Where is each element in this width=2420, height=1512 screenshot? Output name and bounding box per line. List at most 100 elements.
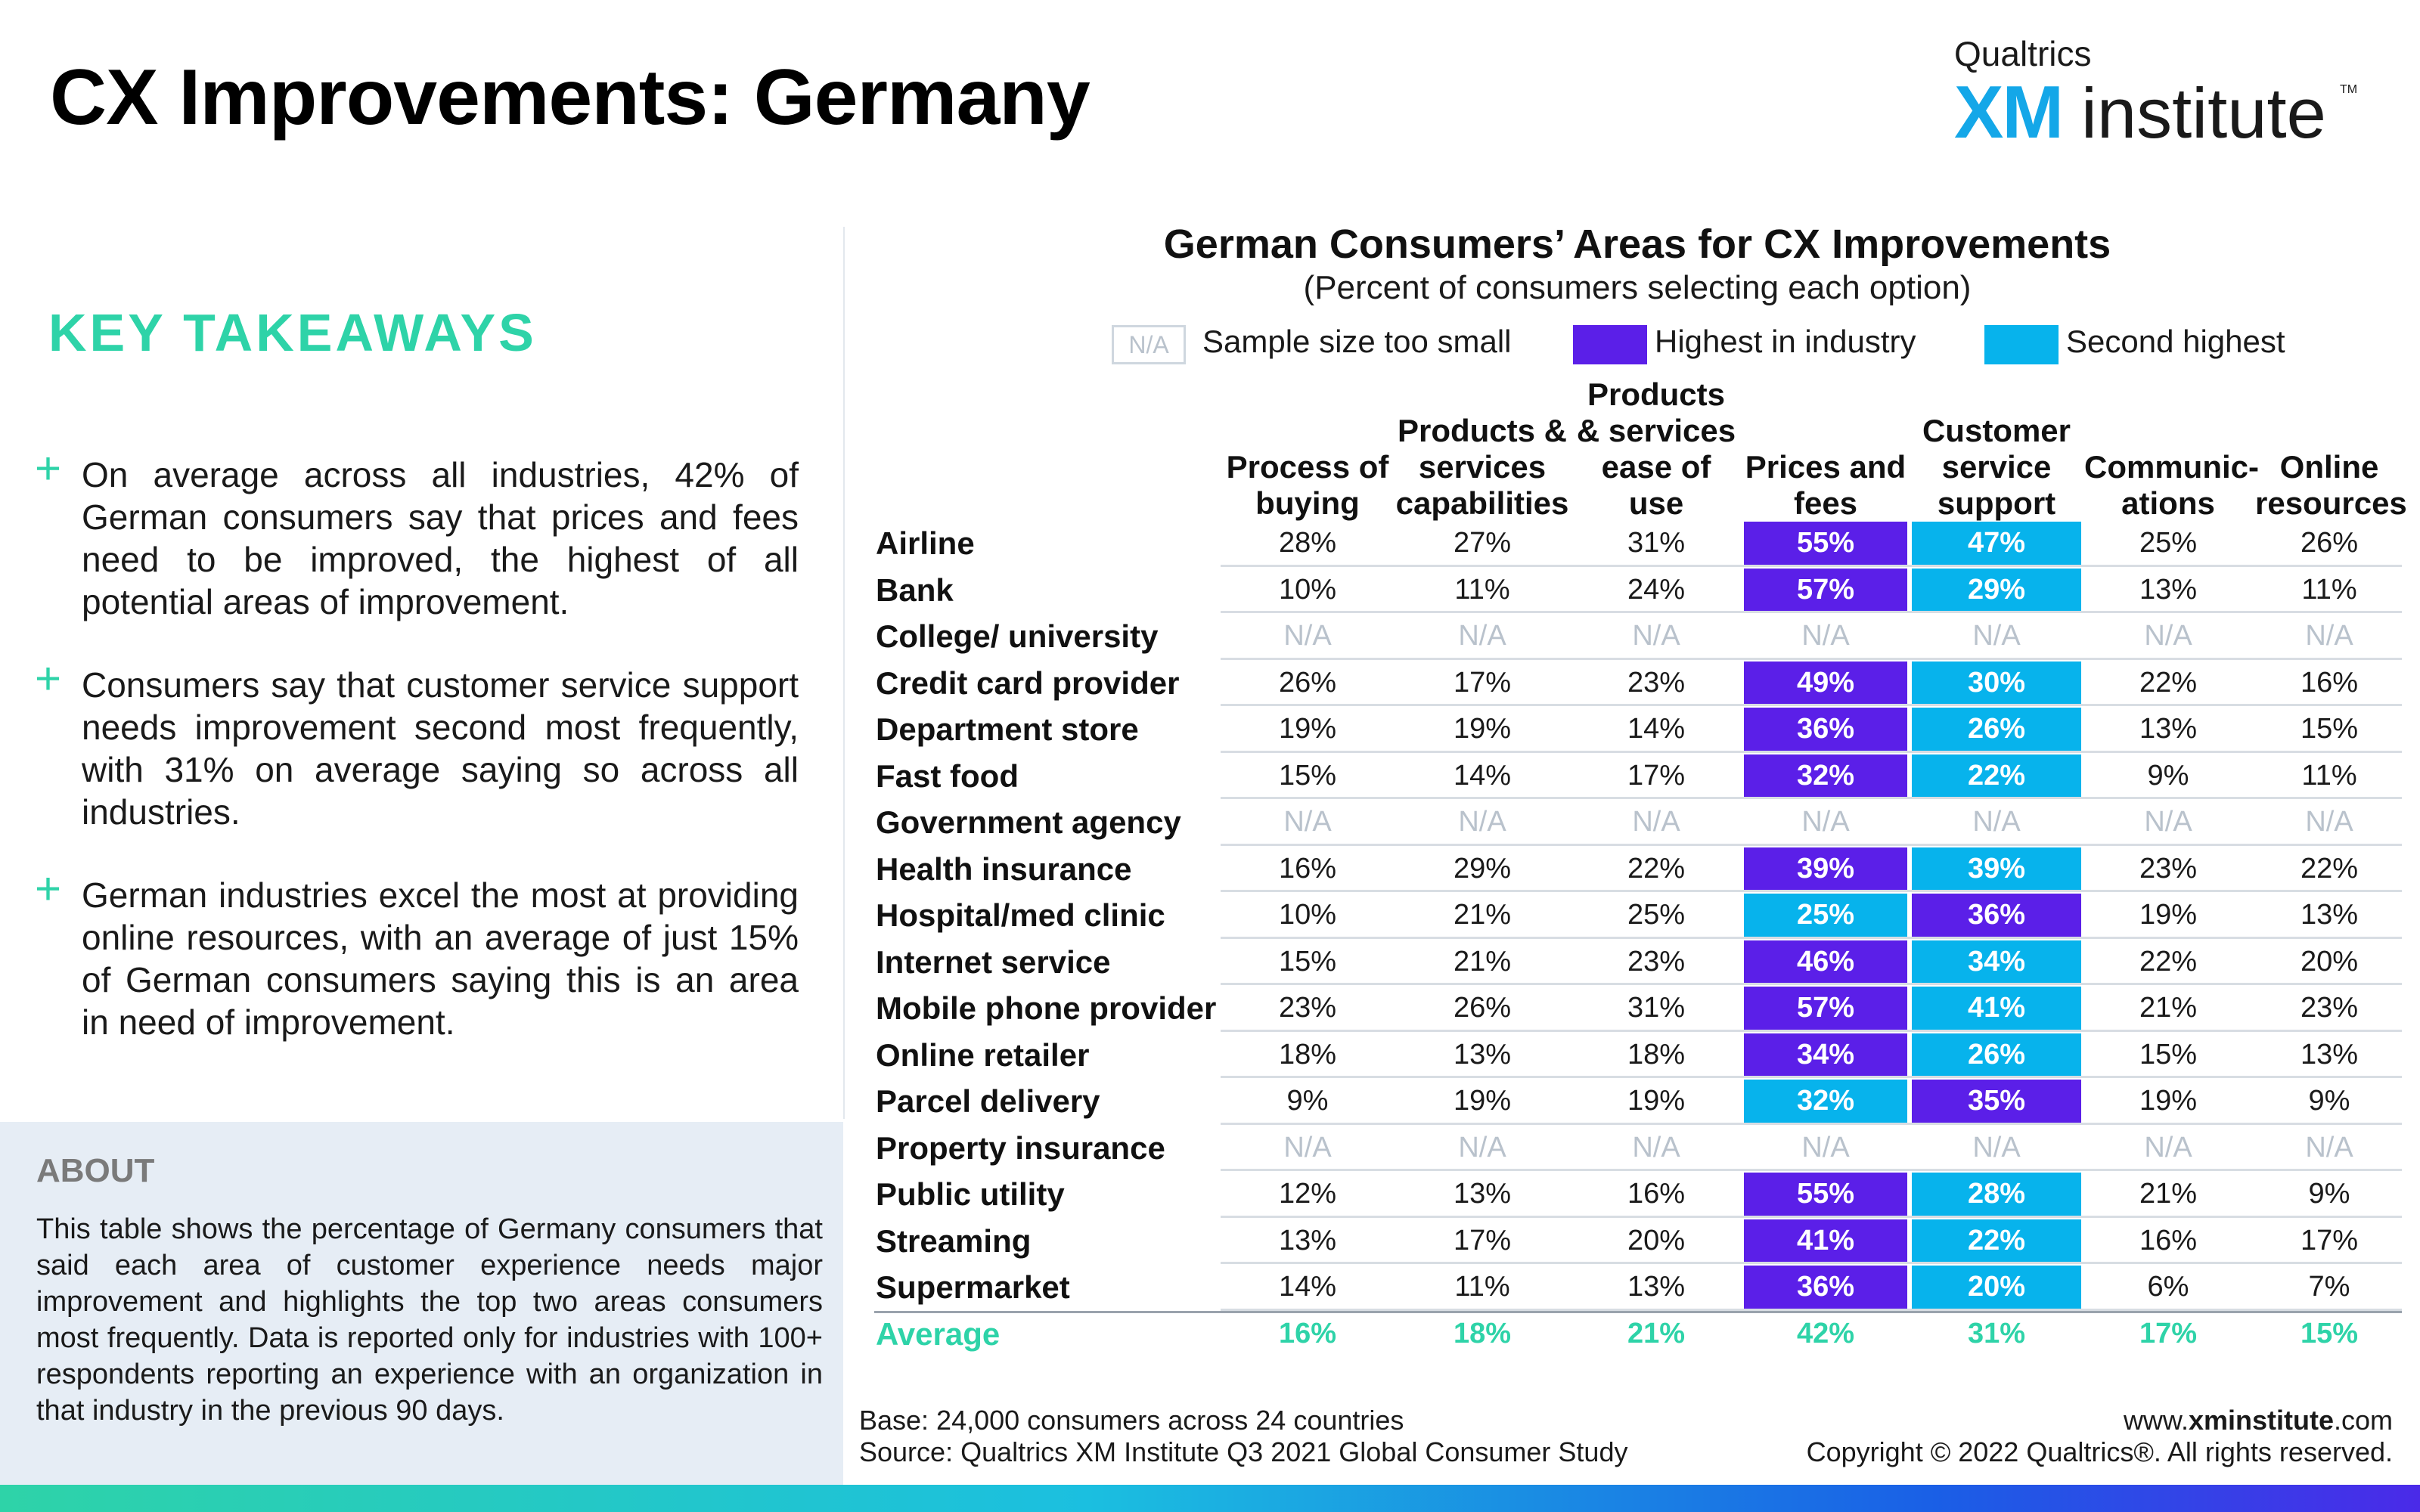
- table-cell: 19%: [1627, 1085, 1686, 1117]
- table-cell: 25%: [1627, 899, 1686, 931]
- average-divider: [874, 1310, 2402, 1313]
- row-label: College/ university: [876, 618, 1159, 654]
- row-divider: [1221, 750, 2402, 753]
- table-cell: 27%: [1453, 527, 1512, 559]
- row-divider: [1221, 983, 2402, 985]
- about-heading: ABOUT: [36, 1152, 155, 1189]
- table-cell: N/A: [2305, 1131, 2353, 1163]
- table-cell: 36%: [1744, 708, 1907, 751]
- table-cell: N/A: [2144, 806, 2192, 838]
- website-link[interactable]: www.xminstitute.com: [2123, 1405, 2393, 1436]
- row-divider: [1221, 1029, 2402, 1032]
- table-cell: 13%: [2300, 1038, 2359, 1070]
- table-cell: 28%: [1912, 1173, 2081, 1216]
- table-header: Process of buying Products & services cap…: [874, 370, 2407, 522]
- table-cell: 31%: [1627, 527, 1686, 559]
- table-cell: 7%: [2308, 1271, 2350, 1303]
- table-cell: 17%: [2300, 1224, 2359, 1256]
- table-row: Government agency N/A N/A N/A N/A N/A N/A N/A: [874, 799, 2402, 846]
- table-cell: 34%: [1744, 1033, 1907, 1077]
- about-text: This table shows the percentage of Germa…: [36, 1213, 823, 1427]
- row-label: Credit card provider: [876, 665, 1180, 701]
- table-cell: 14%: [1453, 759, 1512, 792]
- table-row: Supermarket 14% 11% 13% 36% 20% 6% 7%: [874, 1264, 2402, 1311]
- table-cell: 19%: [2139, 899, 2198, 931]
- table-row: Mobile phone provider 23% 26% 31% 57% 41% 21% 2…: [874, 985, 2402, 1032]
- key-takeaways-heading: KEY TAKEAWAYS: [48, 303, 537, 362]
- legend-na-label: Sample size too small: [1202, 324, 1512, 359]
- bottom-gradient-bar: [0, 1485, 2420, 1512]
- row-label: Online retailer: [876, 1036, 1090, 1073]
- table-cell: 36%: [1744, 1266, 1907, 1309]
- legend-na: N/A Sample size too small: [1112, 324, 1520, 364]
- table-cell: 30%: [1912, 661, 2081, 705]
- table-cell: 29%: [1912, 568, 2081, 612]
- takeaway-item: + On average across all industries, 42% …: [35, 446, 799, 623]
- table-cell: N/A: [1972, 1131, 2021, 1163]
- table-cell: 22%: [2139, 945, 2198, 978]
- row-label: Average: [876, 1315, 1001, 1352]
- table-cell: 35%: [1912, 1080, 2081, 1123]
- table-cell: 21%: [1453, 945, 1512, 978]
- column-header: Products & services capabilities: [1395, 413, 1569, 521]
- row-divider: [1221, 1122, 2402, 1125]
- table-cell: 14%: [1627, 713, 1686, 745]
- table-cell: N/A: [1632, 620, 1680, 652]
- footnote-credits: www.xminstitute.com Copyright © 2022 Qua…: [1807, 1405, 2393, 1468]
- about-panel: ABOUT This table shows the percentage of…: [0, 1122, 843, 1485]
- plus-icon: +: [35, 653, 62, 704]
- table-cell: 22%: [1912, 1219, 2081, 1263]
- table-cell: N/A: [1972, 806, 2021, 838]
- table-cell: 17%: [1627, 759, 1686, 792]
- table-cell: 42%: [1796, 1317, 1855, 1349]
- column-header: Prices and fees: [1745, 449, 1907, 521]
- table-cell: N/A: [1801, 620, 1850, 652]
- chart-title: German Consumers’ Areas for CX Improveme…: [1163, 222, 2111, 267]
- table-cell: 15%: [2300, 713, 2359, 745]
- table-cell: 18%: [1453, 1317, 1512, 1349]
- row-divider: [1221, 564, 2402, 567]
- row-label: Parcel delivery: [876, 1083, 1100, 1119]
- table-cell: 17%: [1453, 666, 1512, 699]
- table-cell: 26%: [1912, 708, 2081, 751]
- table-cell: 19%: [1453, 1085, 1512, 1117]
- logo-trademark: TM: [2340, 83, 2358, 96]
- row-label: Internet service: [876, 943, 1111, 980]
- row-label: Mobile phone provider: [876, 990, 1217, 1026]
- table-cell: N/A: [2144, 620, 2192, 652]
- table-cell: 23%: [2300, 992, 2359, 1024]
- table-cell: 15%: [2139, 1038, 2198, 1070]
- table-row: Bank 10% 11% 24% 57% 29% 13% 11%: [874, 567, 2402, 613]
- table-cell: 16%: [1627, 1178, 1686, 1210]
- column-header: Communic- ations: [2084, 449, 2259, 521]
- row-label: Health insurance: [876, 850, 1132, 887]
- column-header: Customer service support: [1922, 413, 2071, 521]
- row-divider: [1221, 936, 2402, 939]
- table-cell: 11%: [2301, 759, 2357, 792]
- row-divider: [1221, 1169, 2402, 1171]
- table-cell: 12%: [1278, 1178, 1337, 1210]
- table-cell: 9%: [1286, 1085, 1329, 1117]
- table-body: Airline 28% 27% 31% 55% 47% 25% 26% Bank 10% 11% 24…: [874, 520, 2402, 1357]
- table-cell: N/A: [1632, 1131, 1680, 1163]
- table-cell: 13%: [1453, 1178, 1512, 1210]
- table-cell: 16%: [2300, 666, 2359, 699]
- table-cell: 13%: [2300, 899, 2359, 931]
- table-cell: 16%: [1278, 852, 1337, 885]
- table-cell: N/A: [1458, 806, 1506, 838]
- column-header: Products & services ease of use: [1576, 376, 1736, 521]
- table-cell: 9%: [2308, 1178, 2350, 1210]
- table-cell: N/A: [1801, 1131, 1850, 1163]
- table-cell: 57%: [1744, 568, 1907, 612]
- row-label: Public utility: [876, 1176, 1065, 1212]
- table-cell: 16%: [1278, 1317, 1337, 1349]
- takeaway-item: + Consumers say that customer service su…: [35, 656, 799, 833]
- table-cell: 15%: [1278, 759, 1337, 792]
- chart-subtitle: (Percent of consumers selecting each opt…: [1303, 269, 1972, 306]
- table-cell: N/A: [1458, 620, 1506, 652]
- table-cell: 10%: [1278, 573, 1337, 606]
- table-cell: 22%: [2139, 666, 2198, 699]
- table-row: Health insurance 16% 29% 22% 39% 39% 23% 22%: [874, 846, 2402, 892]
- row-divider: [1221, 1308, 2402, 1311]
- table-cell: 13%: [2139, 713, 2198, 745]
